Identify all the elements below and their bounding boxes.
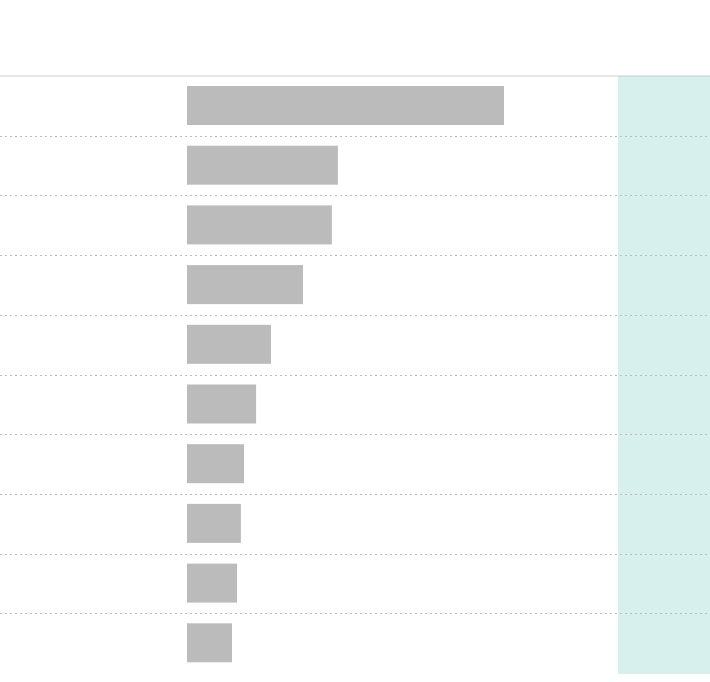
bar	[187, 145, 338, 185]
bar	[187, 205, 332, 245]
bar	[187, 384, 257, 424]
bar	[187, 623, 233, 663]
bar	[187, 324, 272, 364]
highlight-column	[618, 76, 710, 674]
bar	[187, 265, 304, 305]
bar	[187, 444, 245, 484]
bar	[187, 503, 241, 543]
bar	[187, 86, 504, 125]
bar	[187, 563, 238, 603]
